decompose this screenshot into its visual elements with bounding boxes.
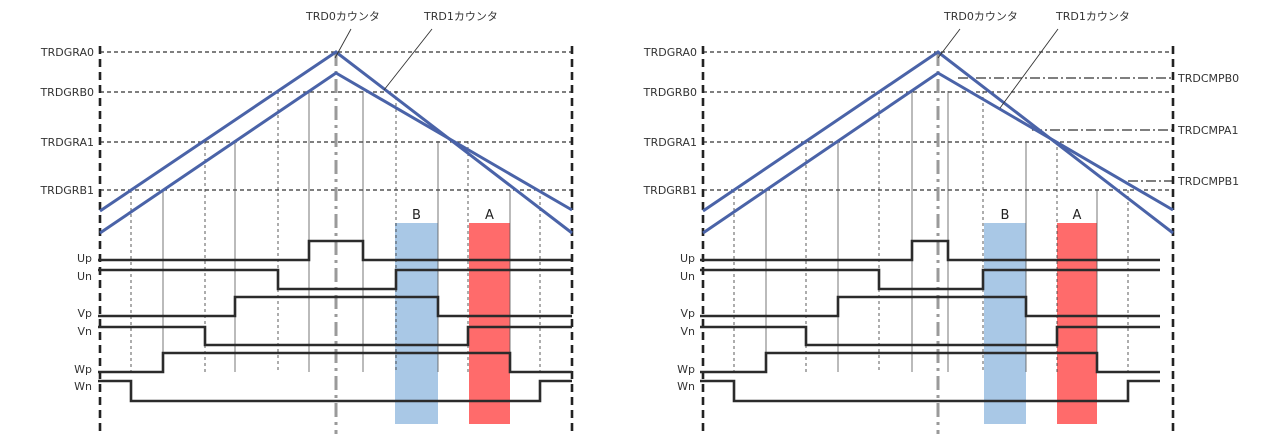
signal-label: Un [77,270,92,283]
band-b-label: B [412,208,421,223]
signal-label: Un [680,270,695,283]
trd1-counter-label: TRD1カウンタ [1055,10,1130,23]
wn-wave [98,379,572,403]
level-label: TRDGRA1 [40,136,94,149]
trd1-counter [702,71,1174,235]
level-label: TRDGRB0 [39,86,94,99]
vp-wave [700,295,1160,318]
signal-label: Vn [681,325,696,338]
trd0-counter-label: TRD0カウンタ [305,10,380,23]
band-a [469,223,510,424]
trd1-counter-label: TRD1カウンタ [423,10,498,23]
band-a [1057,223,1097,424]
vn-wave [700,325,1160,347]
trd1-counter [99,71,573,235]
level-label: TRDGRB0 [642,86,697,99]
trd0-counter [99,50,573,235]
signal-label: Wp [677,363,695,376]
trd0-arrow [937,28,961,59]
level-label: TRDGRB1 [642,184,697,197]
signal-label: Wn [74,380,92,393]
wp-wave [700,351,1160,374]
vp-wave [98,295,572,318]
trd1-arrow [999,28,1059,109]
trd0-counter [702,50,1174,235]
wp-wave [98,351,572,374]
trd0-counter-label: TRD0カウンタ [943,10,1018,23]
band-b [984,223,1026,424]
signal-label: Vp [680,307,695,320]
wn-wave [700,379,1160,403]
level-label: TRDGRB1 [39,184,94,197]
trd0-arrow [334,28,352,59]
signal-label: Up [680,252,695,265]
un-wave [700,268,1160,291]
vn-wave [98,325,572,347]
panel-right: B A TRDGRA0 TRDGRB0 TRDGRA1 TRDGRB1 TRDCMPB0 TR… [642,10,1239,434]
signal-label: Vn [78,325,93,338]
level-label: TRDGRA1 [643,136,697,149]
un-wave [98,268,572,291]
band-a-label: A [485,208,494,223]
band-b [395,223,438,424]
up-wave [700,239,1160,262]
compare-label: TRDCMPB1 [1177,175,1239,188]
signal-label: Wn [677,380,695,393]
compare-label: TRDCMPB0 [1177,72,1239,85]
signal-label: Up [77,252,92,265]
trd1-arrow [383,28,433,91]
up-wave [98,239,572,262]
signal-label: Vp [77,307,92,320]
panel-left: B A TRDGRA0 TRDGRB0 TRDGRA1 TRDGRB1 TRD0カウンタ TR… [39,10,574,434]
signal-label: Wp [74,363,92,376]
band-a-label: A [1073,208,1082,223]
band-b-label: B [1001,208,1010,223]
level-label: TRDGRA0 [643,46,697,59]
compare-label: TRDCMPA1 [1177,124,1238,137]
level-label: TRDGRA0 [40,46,94,59]
